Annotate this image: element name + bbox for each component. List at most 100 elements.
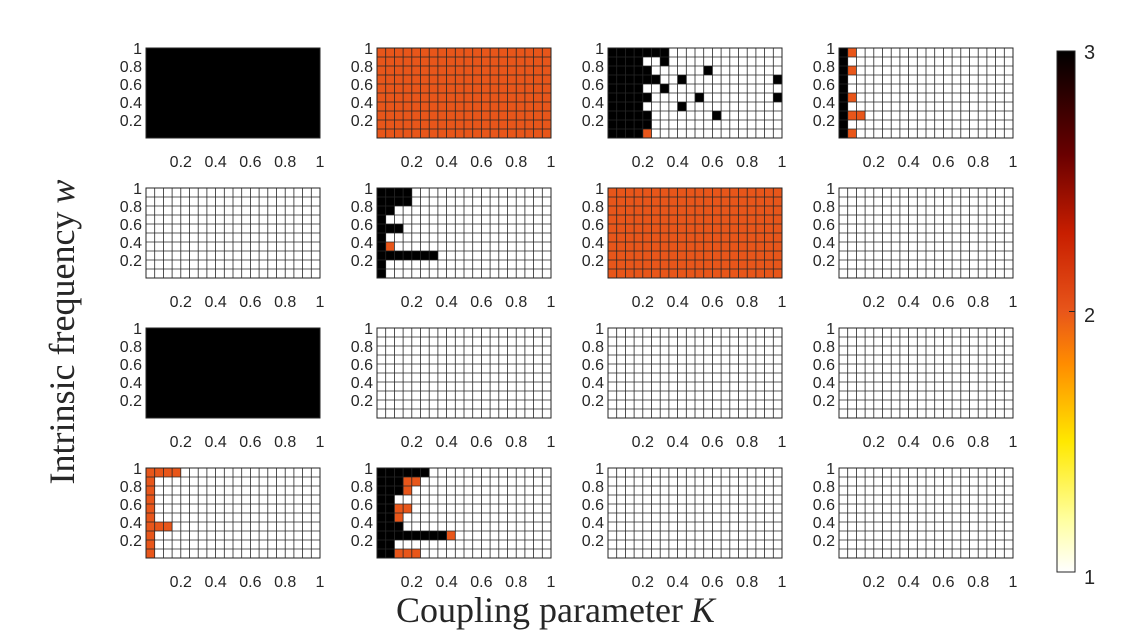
- y-tick-label: 0.4: [120, 515, 142, 532]
- y-tick-label: 0.6: [351, 497, 373, 514]
- y-tick-label: 0.8: [582, 59, 604, 76]
- y-tick-label: 0.8: [582, 199, 604, 216]
- y-tick-label: 0.2: [120, 533, 142, 550]
- y-tick-label: 1: [364, 461, 373, 478]
- y-tick-label: 0.2: [582, 533, 604, 550]
- panel-frame: [376, 467, 552, 559]
- heatmap-panel: 10.80.60.40.20.2 0.4 0.6 0.8 1: [351, 461, 556, 591]
- x-tick-label: 0.8: [967, 434, 989, 451]
- heatmap-cell: [642, 48, 669, 57]
- y-tick-label: 1: [364, 41, 373, 58]
- x-axis-symbol: K: [690, 590, 717, 630]
- x-tick-label: 0.8: [505, 294, 527, 311]
- y-tick-label: 0.6: [120, 497, 142, 514]
- y-tick-label: 0.6: [813, 497, 835, 514]
- heatmap-cell: [660, 57, 669, 66]
- x-axis-title: Coupling parameter K: [396, 590, 717, 630]
- y-tick-label: 0.6: [120, 77, 142, 94]
- x-tick-label: 0.8: [505, 574, 527, 591]
- y-tick-label: 1: [595, 461, 604, 478]
- heatmap-cell: [773, 93, 782, 102]
- cell-gridlines: [608, 468, 782, 558]
- x-tick-label: 0.6: [239, 154, 261, 171]
- panel-frame: [607, 47, 783, 139]
- y-axis-title: Intrinsic frequency w: [42, 180, 82, 485]
- heatmap-cell: [642, 111, 652, 120]
- x-tick-label: 0.8: [505, 154, 527, 171]
- x-axis-title-text: Coupling parameter: [396, 590, 683, 630]
- heatmap-cell: [677, 75, 687, 84]
- cell-gridlines: [608, 188, 782, 278]
- panel-frame: [607, 467, 783, 559]
- y-tick-label: 0.2: [582, 113, 604, 130]
- y-tick-label: 0.8: [120, 339, 142, 356]
- heatmap-panel: 10.80.60.40.20.2 0.4 0.6 0.8 1: [120, 461, 325, 591]
- x-tick-label: 0.4: [666, 434, 688, 451]
- heatmap-panel: 10.80.60.40.20.2 0.4 0.6 0.8 1: [813, 321, 1018, 451]
- x-tick-label: 0.8: [274, 434, 296, 451]
- y-tick-label: 0.4: [351, 375, 373, 392]
- colorbar-tick-label: 2: [1084, 305, 1095, 327]
- x-tick-label: 0.4: [435, 154, 457, 171]
- x-tick-label: 0.2: [401, 154, 423, 171]
- x-tick-label: 1: [1009, 154, 1018, 171]
- y-tick-label: 0.6: [351, 217, 373, 234]
- heatmap-cell: [642, 66, 652, 75]
- x-tick-label: 1: [778, 294, 787, 311]
- y-tick-label: 0.2: [582, 253, 604, 270]
- y-tick-label: 1: [826, 181, 835, 198]
- y-tick-label: 0.4: [351, 235, 373, 252]
- x-tick-label: 1: [547, 574, 556, 591]
- heatmap-panel: 10.80.60.40.20.2 0.4 0.6 0.8 1: [582, 181, 787, 311]
- y-tick-label: 1: [826, 461, 835, 478]
- y-tick-label: 0.4: [813, 95, 835, 112]
- x-tick-label: 0.2: [632, 574, 654, 591]
- x-tick-label: 1: [316, 434, 325, 451]
- y-tick-label: 1: [364, 181, 373, 198]
- y-tick-label: 0.6: [582, 357, 604, 374]
- x-tick-label: 0.4: [666, 574, 688, 591]
- heatmap-panel: 10.80.60.40.20.2 0.4 0.6 0.8 1: [120, 41, 325, 171]
- y-tick-label: 0.8: [120, 479, 142, 496]
- y-tick-label: 0.4: [351, 95, 373, 112]
- heatmap-panel: 10.80.60.40.20.2 0.4 0.6 0.8 1: [351, 181, 556, 311]
- heatmap-panel: 10.80.60.40.20.2 0.4 0.6 0.8 1: [351, 321, 556, 451]
- x-tick-label: 0.8: [274, 154, 296, 171]
- y-tick-label: 0.8: [120, 59, 142, 76]
- y-axis-symbol: w: [42, 180, 82, 204]
- x-tick-label: 0.4: [666, 154, 688, 171]
- x-tick-label: 0.4: [204, 154, 226, 171]
- y-tick-label: 0.8: [813, 339, 835, 356]
- x-tick-label: 0.6: [470, 574, 492, 591]
- colorbar-tick-label: 3: [1084, 42, 1095, 64]
- x-tick-label: 0.2: [632, 434, 654, 451]
- heatmap-cell: [703, 66, 713, 75]
- x-tick-label: 0.6: [470, 294, 492, 311]
- y-tick-label: 0.6: [813, 217, 835, 234]
- x-tick-label: 0.8: [736, 574, 758, 591]
- panel-frame: [838, 187, 1014, 279]
- panel-frame: [838, 327, 1014, 419]
- panel-frame: [376, 187, 552, 279]
- panel-frame: [145, 47, 321, 139]
- x-tick-label: 0.8: [736, 434, 758, 451]
- panel-frame: [838, 47, 1014, 139]
- y-tick-label: 0.6: [582, 77, 604, 94]
- x-tick-label: 0.2: [170, 154, 192, 171]
- x-tick-label: 0.6: [932, 154, 954, 171]
- y-tick-label: 1: [826, 41, 835, 58]
- y-tick-label: 0.8: [351, 339, 373, 356]
- x-tick-label: 1: [778, 434, 787, 451]
- heatmap-cell: [394, 513, 404, 522]
- x-tick-label: 0.2: [863, 294, 885, 311]
- cell-gridlines: [839, 468, 1013, 558]
- y-tick-label: 0.2: [582, 393, 604, 410]
- y-tick-label: 0.2: [351, 393, 373, 410]
- panel-background: [146, 48, 320, 138]
- y-tick-label: 0.2: [351, 113, 373, 130]
- y-tick-label: 0.4: [582, 235, 604, 252]
- heatmap-cell: [677, 102, 687, 111]
- x-tick-label: 0.6: [932, 434, 954, 451]
- y-tick-label: 0.2: [813, 253, 835, 270]
- x-tick-label: 0.4: [897, 434, 919, 451]
